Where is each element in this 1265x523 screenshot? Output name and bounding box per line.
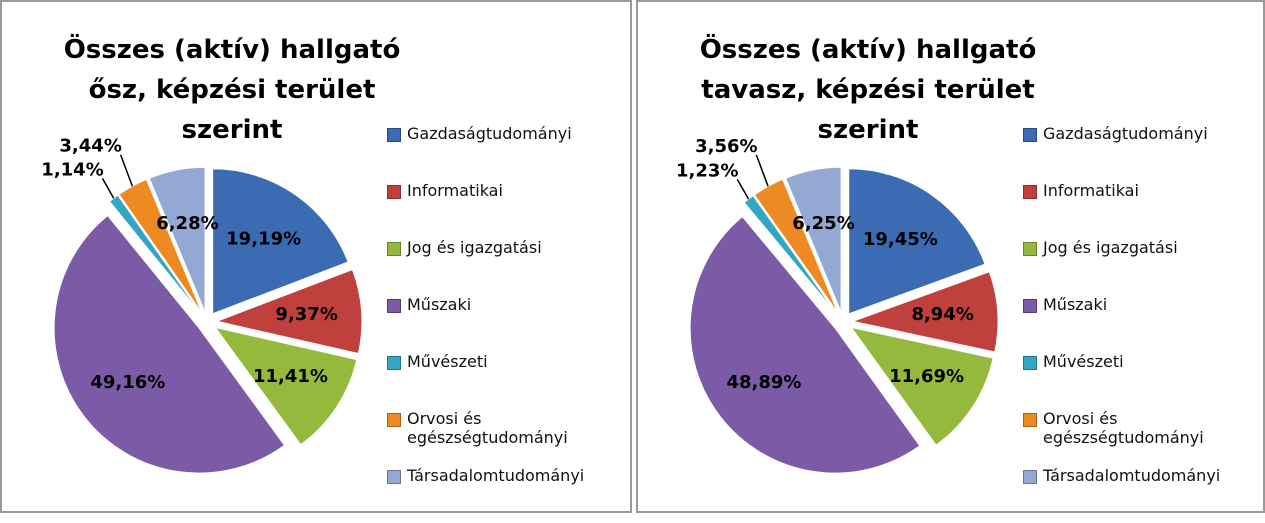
- data-label: 19,45%: [863, 229, 938, 250]
- data-label: 3,44%: [59, 136, 121, 157]
- data-label: 49,16%: [90, 372, 165, 393]
- data-label: 11,41%: [253, 366, 328, 387]
- legend-swatch: [387, 128, 401, 142]
- pie-slice: [784, 166, 842, 313]
- pie-chart: 19,19% 9,37% 11,41% 49,16% 1,14%3,44% 6,28%: [41, 136, 363, 474]
- data-label: 19,19%: [226, 229, 301, 250]
- data-label: 1,14%: [41, 159, 103, 180]
- legend-label: Orvosi és egészségtudományi: [407, 409, 568, 447]
- legend-swatch: [1023, 299, 1037, 313]
- legend: Gazdaságtudományi Informatikai Jog és igaz…: [387, 124, 617, 523]
- legend-swatch: [387, 185, 401, 199]
- pie-slice: [214, 326, 358, 446]
- legend-label: Gazdaságtudományi: [1043, 124, 1208, 143]
- legend-label: Gazdaságtudományi: [407, 124, 572, 143]
- legend: Gazdaságtudományi Informatikai Jog és igaz…: [1023, 124, 1253, 523]
- data-label: 1,23%: [676, 160, 738, 181]
- legend-label: Társadalomtudományi: [407, 466, 585, 485]
- legend-label: Informatikai: [1043, 181, 1139, 200]
- pie-slice: [743, 195, 838, 315]
- legend-label: Orvosi és egészségtudományi: [1043, 409, 1204, 447]
- legend-swatch: [1023, 128, 1037, 142]
- legend-label: Művészeti: [1043, 352, 1124, 371]
- legend-item: Műszaki: [387, 295, 617, 352]
- legend-label: Informatikai: [407, 181, 503, 200]
- data-label: 48,89%: [727, 372, 802, 393]
- legend-item: Művészeti: [1023, 352, 1253, 409]
- pie-slice: [53, 214, 286, 474]
- legend-swatch: [387, 470, 401, 484]
- legend-item: Orvosi és egészségtudományi: [1023, 409, 1253, 466]
- legend-swatch: [1023, 470, 1037, 484]
- legend-label: Társadalomtudományi: [1043, 466, 1221, 485]
- legend-swatch: [1023, 413, 1037, 427]
- leader-line: [755, 154, 769, 187]
- pie-slice: [148, 166, 206, 313]
- legend-label: Jog és igazgatási: [1043, 238, 1178, 257]
- legend-swatch: [387, 356, 401, 370]
- data-label: 11,69%: [889, 366, 964, 387]
- chart-title: Összes (aktív) hallgató tavasz, képzési …: [699, 35, 1037, 145]
- data-label: 9,37%: [275, 304, 337, 325]
- legend-swatch: [387, 413, 401, 427]
- pie-slice: [212, 168, 349, 315]
- chart-panel: 19,19% 9,37% 11,41% 49,16% 1,14% 3,44% 6,28% Ga…: [0, 0, 632, 513]
- legend-item: Informatikai: [387, 181, 617, 238]
- legend-swatch: [1023, 242, 1037, 256]
- data-label: 6,25%: [792, 213, 854, 234]
- pie-slice: [215, 268, 363, 355]
- legend-item: Informatikai: [1023, 181, 1253, 238]
- chart-title: Összes (aktív) hallgató ősz, képzési ter…: [63, 35, 401, 145]
- pie-chart: 19,45% 8,94% 11,69% 48,89% 1,23% 3,56% 6,25%: [676, 136, 999, 474]
- legend-item: Műszaki: [1023, 295, 1253, 352]
- leader-line: [101, 177, 115, 199]
- data-label: 8,94%: [911, 304, 973, 325]
- pie-slice: [850, 326, 994, 446]
- legend-item: Művészeti: [387, 352, 617, 409]
- legend-item: Jog és igazgatási: [1023, 238, 1253, 295]
- data-label: 3,56%: [695, 136, 757, 157]
- legend-item: Társadalomtudományi: [387, 466, 617, 523]
- legend-swatch: [1023, 356, 1037, 370]
- legend-item: Gazdaságtudományi: [1023, 124, 1253, 181]
- pie-slice: [848, 168, 986, 315]
- legend-item: Jog és igazgatási: [387, 238, 617, 295]
- legend-item: Gazdaságtudományi: [387, 124, 617, 181]
- pie-slice: [851, 271, 999, 353]
- pie-slice: [118, 178, 203, 314]
- pie-slice: [689, 215, 921, 474]
- legend-swatch: [387, 299, 401, 313]
- legend-item: Társadalomtudományi: [1023, 466, 1253, 523]
- legend-label: Jog és igazgatási: [407, 238, 542, 257]
- chart-panel: 19,45% 8,94% 11,69% 48,89% 1,23% 3,56% 6,25% Ga…: [636, 0, 1265, 513]
- legend-item: Orvosi és egészségtudományi: [387, 409, 617, 466]
- leader-line: [736, 178, 750, 200]
- legend-label: Műszaki: [1043, 295, 1108, 314]
- legend-swatch: [1023, 185, 1037, 199]
- legend-label: Műszaki: [407, 295, 472, 314]
- leader-line: [119, 154, 134, 187]
- data-label: 6,28%: [156, 213, 218, 234]
- legend-swatch: [387, 242, 401, 256]
- legend-label: Művészeti: [407, 352, 488, 371]
